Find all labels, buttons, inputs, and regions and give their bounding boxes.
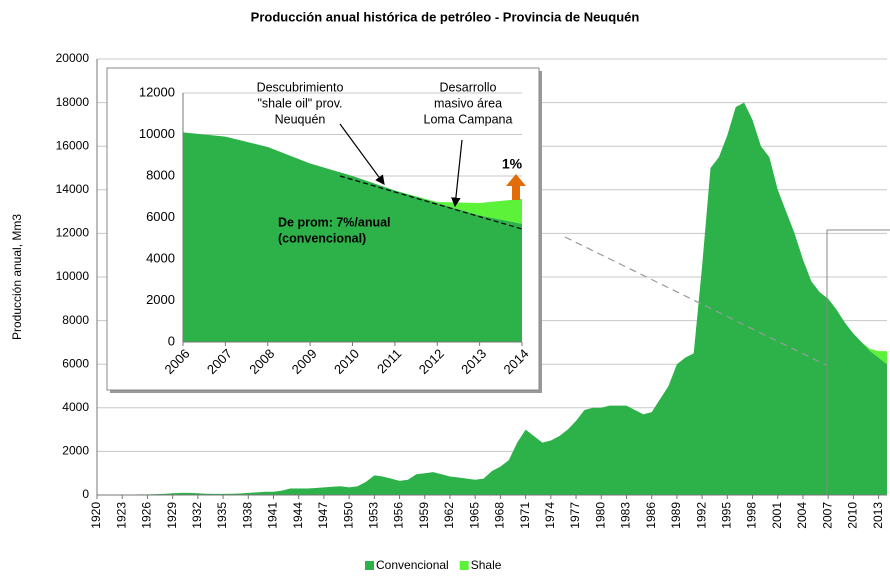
annotation: masivo área [434, 96, 502, 110]
x-tick-label: 1947 [316, 502, 330, 529]
x-tick-label: 2004 [795, 502, 809, 529]
y-tick-label: 20000 [56, 51, 90, 65]
y-tick-label: 16000 [56, 138, 90, 152]
area [183, 132, 522, 342]
y-tick-label: 18000 [56, 95, 90, 109]
chart-title: Producción anual histórica de petróleo -… [251, 9, 640, 24]
x-tick-label: 1995 [719, 502, 733, 529]
y-tick-label: 10000 [139, 126, 175, 141]
growth-arrow [506, 174, 526, 200]
annotation: Neuquén [275, 112, 326, 126]
annotation: Loma Campana [424, 112, 513, 126]
annotation: (convencional) [278, 231, 366, 245]
zoom-line [564, 236, 827, 366]
x-tick-label: 2013 [871, 502, 885, 529]
annotation: De prom: 7%/anual [278, 215, 391, 229]
x-tick-label: 1971 [518, 502, 532, 529]
x-tick-label: 1920 [89, 502, 103, 529]
y-tick-label: 14000 [56, 182, 90, 196]
y-axis-label: Producción anual, Mm3 [10, 214, 24, 340]
y-tick-label: 12000 [139, 84, 175, 99]
x-tick-label: 1926 [140, 502, 154, 529]
y-tick-label: 2000 [62, 444, 89, 458]
x-tick-label: 1953 [367, 502, 381, 529]
y-tick-label: 4000 [62, 400, 89, 414]
legend-swatch [459, 561, 469, 570]
x-tick-label: 1935 [215, 502, 229, 529]
y-tick-label: 4000 [146, 250, 175, 265]
x-tick-label: 1974 [543, 502, 557, 529]
x-tick-label: 1923 [114, 502, 128, 529]
y-tick-label: 8000 [146, 167, 175, 182]
x-tick-label: 1965 [467, 502, 481, 529]
y-tick-label: 12000 [56, 226, 90, 240]
x-tick-label: 1992 [694, 502, 708, 529]
zoom-box [826, 229, 890, 495]
y-tick-label: 8000 [62, 313, 89, 327]
x-tick-label: 1968 [493, 502, 507, 529]
x-tick-label: 1998 [745, 502, 759, 529]
x-tick-label: 2007 [820, 502, 834, 529]
y-tick-label: 0 [168, 333, 175, 348]
area [97, 102, 887, 495]
y-tick-label: 10000 [56, 269, 90, 283]
annotation: "shale oil" prov. [257, 96, 342, 110]
x-tick-label: 1956 [392, 502, 406, 529]
x-tick-label: 2010 [846, 502, 860, 529]
annotation-arrow [339, 123, 385, 185]
area [183, 132, 522, 224]
x-tick-label: 1977 [568, 502, 582, 529]
x-tick-label: 1944 [291, 502, 305, 529]
annotation: Desarrollo [440, 80, 497, 94]
legend-label: Convencional [376, 558, 449, 572]
legend-label: Shale [471, 558, 502, 572]
legend-swatch [365, 561, 374, 570]
x-tick-label: 1986 [644, 502, 658, 529]
x-tick-label: 1941 [266, 502, 280, 529]
annotation: 1% [502, 156, 523, 172]
x-tick-label: 1959 [417, 502, 431, 529]
x-tick-label: 1932 [190, 502, 204, 529]
x-tick-label: 1983 [619, 502, 633, 529]
annotation: Descubrimiento [257, 80, 344, 94]
legend: Convencional Shale [365, 558, 502, 572]
annotation-arrow [451, 139, 463, 208]
x-tick-label: 2001 [770, 502, 784, 529]
y-tick-label: 6000 [146, 209, 175, 224]
y-tick-label: 0 [82, 487, 89, 501]
y-tick-label: 6000 [62, 356, 89, 370]
x-tick-label: 1989 [669, 502, 683, 529]
x-tick-label: 1950 [341, 502, 355, 529]
y-tick-label: 2000 [146, 292, 175, 307]
x-tick-label: 1980 [593, 502, 607, 529]
x-tick-label: 1962 [442, 502, 456, 529]
x-tick-label: 1938 [240, 502, 254, 529]
x-tick-label: 1929 [165, 502, 179, 529]
